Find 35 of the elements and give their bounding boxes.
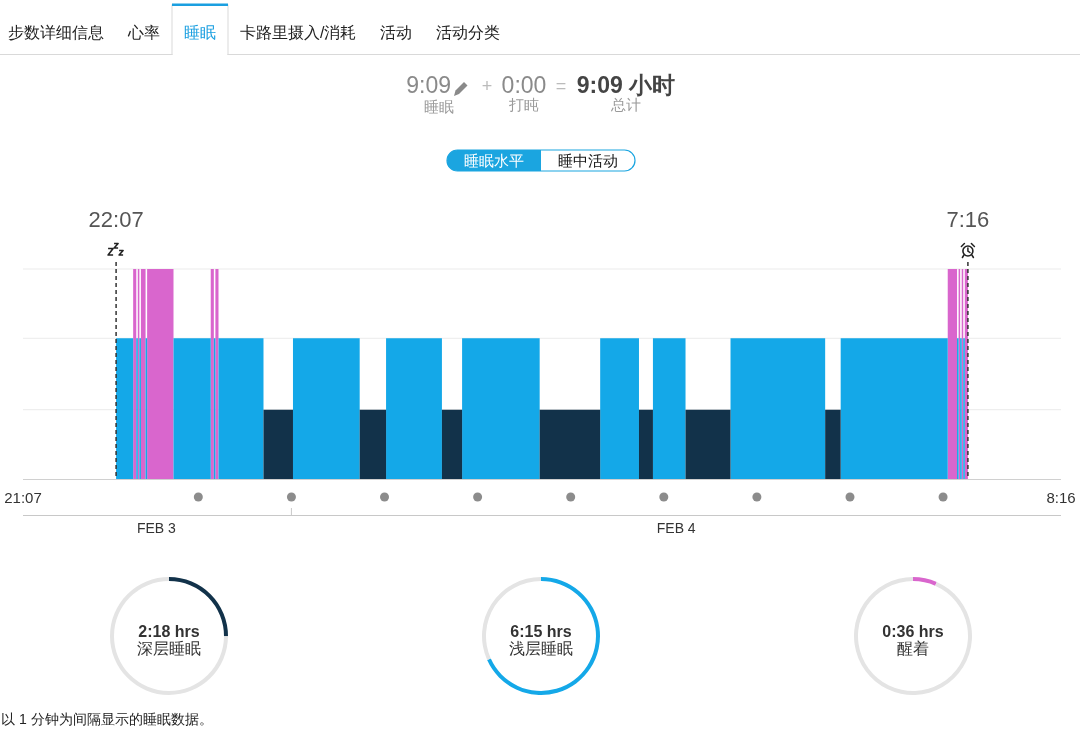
text: 步数详细信息 xyxy=(8,24,104,41)
donut-slice xyxy=(482,577,541,661)
x-tick-label: 21:07 xyxy=(4,489,42,506)
ref-line-label: 22:07 xyxy=(88,207,144,232)
donut-slice xyxy=(854,577,972,695)
text: 睡中活动 xyxy=(558,152,618,169)
text: 活动 xyxy=(380,24,413,41)
data-label: 6:15 hrs xyxy=(510,623,572,640)
data-label: 0:36 hrs xyxy=(882,623,944,640)
donut-slice xyxy=(487,577,600,695)
text: 睡眠水平 xyxy=(464,152,524,169)
ref-line-label: 7:16 xyxy=(946,207,990,232)
donut-slice xyxy=(913,577,937,586)
text: 心率 xyxy=(127,24,160,41)
text: 0:00 xyxy=(501,72,547,98)
x2-tick-label: FEB 4 xyxy=(656,520,696,536)
text: 9:09 xyxy=(406,72,451,98)
text: 打盹 xyxy=(508,96,539,113)
text: + xyxy=(481,76,493,96)
text: 活动分类 xyxy=(436,24,501,41)
donut-slice xyxy=(169,577,228,637)
text: 以 1 分钟为间隔显示的睡眠数据。 xyxy=(1,711,213,727)
slice-label: 深层睡眠 xyxy=(137,640,201,657)
x2-tick-label: FEB 3 xyxy=(136,520,177,536)
x-tick-label: 8:16 xyxy=(1046,489,1076,506)
data-label: 2:18 hrs xyxy=(138,623,200,640)
text: 总计 xyxy=(610,96,641,113)
slice-label: 醒着 xyxy=(897,640,929,657)
slice-label: 浅层睡眠 xyxy=(509,640,573,657)
text: 睡眠 xyxy=(424,98,454,115)
text: = xyxy=(555,76,567,96)
text: 卡路里摄入/消耗 xyxy=(240,24,357,41)
text: 9:09 小时 xyxy=(576,72,676,98)
text: 睡眠 xyxy=(184,24,216,41)
donut-slice xyxy=(110,577,228,695)
